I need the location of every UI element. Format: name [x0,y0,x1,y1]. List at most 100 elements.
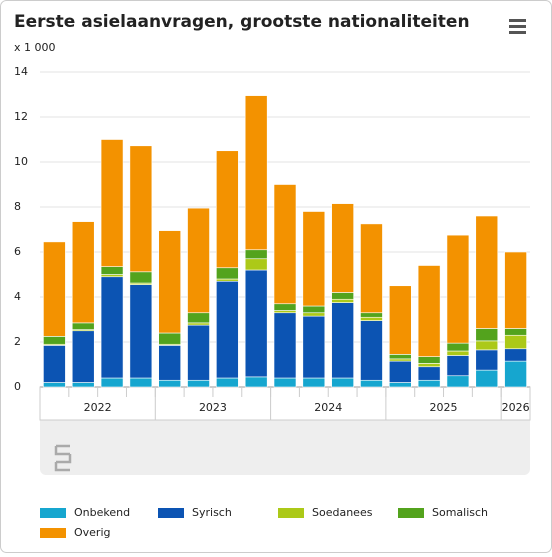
legend-label: Syrisch [192,506,232,519]
bar-segment [360,379,383,388]
bar-segment [100,266,124,275]
logo [54,444,72,472]
bar-segment [417,379,441,388]
bar-segment [446,375,470,388]
bar-segment [43,336,66,345]
bar-segment [71,330,95,383]
bar-segment [475,340,499,351]
bar-segment [504,348,527,362]
bar-segment [302,305,326,314]
bar-segment [273,184,297,305]
y-tick-label: 0 [14,380,21,393]
bar-segment [417,265,441,357]
legend-swatch [40,528,66,538]
bar-segment [273,377,297,388]
bar-segment [187,322,210,326]
bar-segment [475,349,499,371]
bar-segment [216,280,239,379]
bar-segment [331,377,354,388]
bar-segment [446,355,470,377]
bar-segment [100,139,124,267]
bar-segment [187,207,210,314]
bar-segment [100,377,124,388]
legend-label: Overig [74,526,111,539]
bar-segment [273,312,297,379]
bar-segment [187,324,210,381]
bar-segment [129,145,153,273]
x-group-label: 2025 [430,401,458,414]
bar-segment [158,345,182,381]
bar-segment [302,312,326,317]
bar-segment [187,379,210,388]
bar-segment [43,382,66,388]
legend-swatch [40,508,66,518]
bar-segment [244,249,268,260]
bar-segment [71,382,95,388]
bar-segment [388,285,412,355]
bar-segment [187,312,210,324]
bar-segment [302,315,326,379]
bar-segment [244,95,268,251]
bar-segment [504,328,527,336]
bar-segment [331,302,354,379]
bar-segment [446,342,470,352]
bar-segment [129,271,153,284]
bar-segment [331,203,354,293]
bar-segment [216,377,239,388]
bar-segment [158,379,182,388]
y-tick-label: 4 [14,290,21,303]
logo-shape [54,444,72,472]
bar-segment [388,354,412,360]
legend-swatch [158,508,184,518]
bar-segment [446,350,470,356]
chart-title: Eerste asielaanvragen, grootste national… [14,12,470,32]
bar-segment [129,377,153,388]
bar-segment [244,376,268,388]
bar-segment [446,234,470,344]
bar-segment [216,278,239,282]
menu-bar [509,25,526,28]
bar-segment [504,360,527,388]
legend-label: Somalisch [432,506,488,519]
bar-segment [100,274,124,278]
bar-segment [43,345,66,383]
bar-segment [475,328,499,342]
legend-label: Soedanees [312,506,373,519]
bar-segment [360,223,383,314]
bar-segment [158,332,182,345]
bar-segment [244,269,268,378]
bar-segment [360,320,383,381]
bar-segment [331,292,354,300]
bar-segment [273,310,297,314]
y-unit-label: x 1 000 [14,41,56,54]
bar-segment [417,363,441,368]
x-group-label: 2026 [502,401,530,414]
x-group-label: 2022 [84,401,112,414]
y-tick-label: 14 [14,65,28,78]
y-tick-label: 6 [14,245,21,258]
legend-swatch [278,508,304,518]
bar-segment [216,150,239,269]
bar-segment [360,316,383,321]
bar-segment [129,284,153,379]
bar-segment [388,382,412,388]
bar-segment [331,298,354,303]
bar-segment [302,211,326,307]
menu-bar [509,19,526,22]
bar-segment [158,230,182,334]
y-tick-label: 8 [14,200,21,213]
menu-button[interactable] [506,17,528,35]
y-tick-label: 10 [14,155,28,168]
bar-segment [273,303,297,311]
bar-segment [417,356,441,364]
legend-label: Onbekend [74,506,130,519]
bar-segment [388,360,412,383]
x-group-label: 2023 [199,401,227,414]
bar-segment [360,312,383,318]
bar-segment [302,377,326,388]
bar-segment [71,221,95,324]
bar-segment [216,267,239,280]
bar-segment [504,334,527,350]
